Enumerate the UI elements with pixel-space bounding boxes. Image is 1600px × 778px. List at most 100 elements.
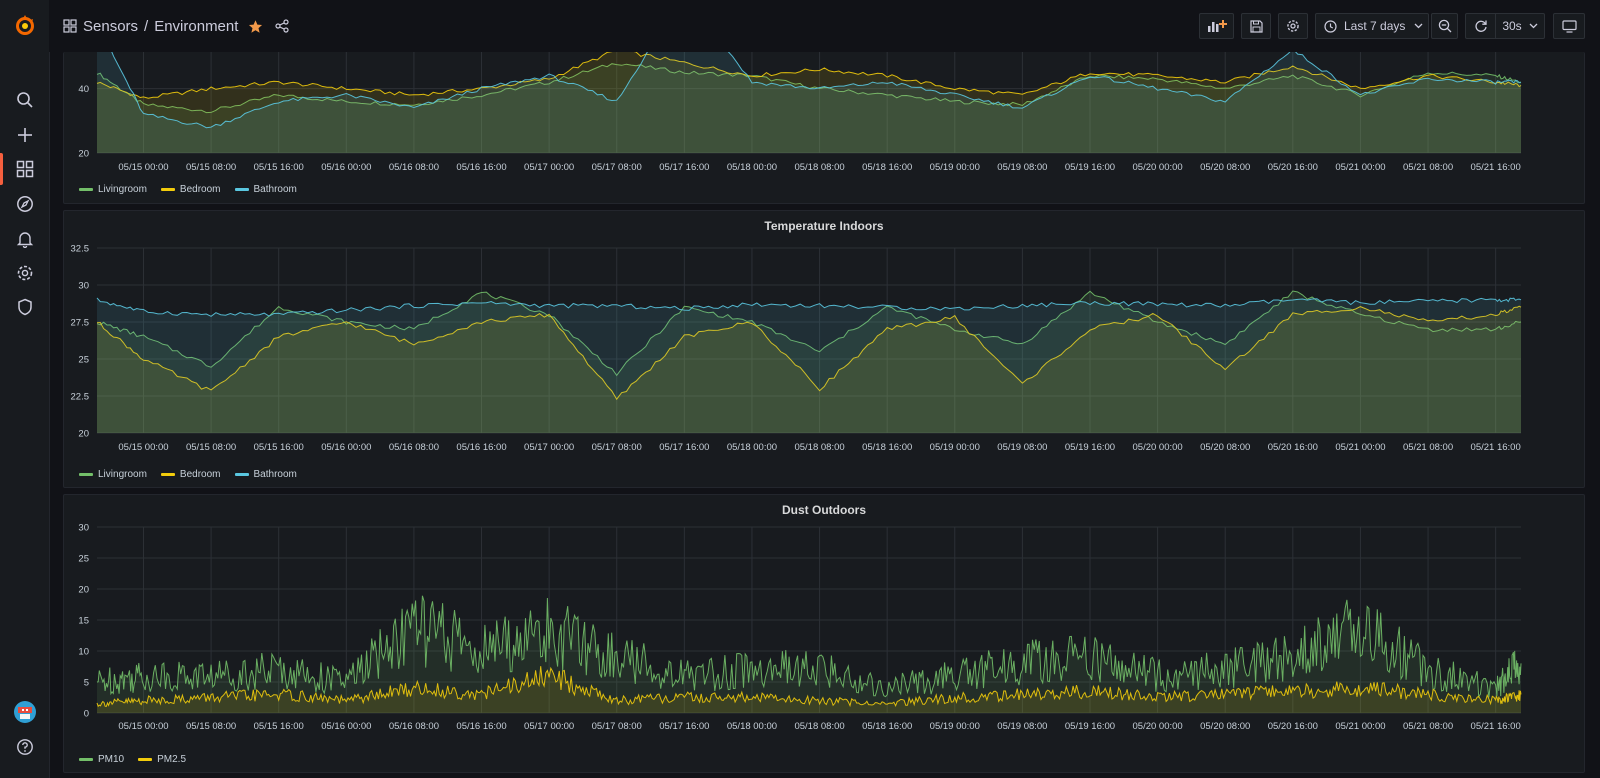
- x-tick-label: 05/16 08:00: [389, 442, 439, 453]
- x-tick-label: 05/18 08:00: [794, 721, 844, 732]
- series-line-bedroom[interactable]: [96, 305, 1522, 401]
- series-line-pm10[interactable]: [96, 595, 1522, 699]
- x-tick-label: 05/15 00:00: [118, 721, 168, 732]
- series-line-pm25[interactable]: [96, 666, 1522, 708]
- add-panel-button[interactable]: [1199, 13, 1234, 39]
- breadcrumb-folder[interactable]: Sensors: [83, 17, 139, 35]
- time-range-picker[interactable]: Last 7 days: [1315, 13, 1429, 39]
- panel-title[interactable]: Temperature Indoors: [764, 219, 884, 233]
- plus-icon[interactable]: [0, 119, 49, 151]
- x-tick-label: 05/17 16:00: [659, 442, 709, 453]
- alerting-bell-icon[interactable]: [0, 223, 49, 255]
- y-tick-label: 27.5: [71, 318, 90, 329]
- x-tick-label: 05/20 00:00: [1133, 721, 1183, 732]
- x-tick-label: 05/17 00:00: [524, 721, 574, 732]
- sidebar: [0, 0, 50, 778]
- avatar[interactable]: [0, 697, 49, 727]
- breadcrumb-dashboard-title[interactable]: Environment: [154, 17, 239, 35]
- grafana-logo-icon[interactable]: [0, 8, 49, 42]
- y-tick-label: 30: [78, 523, 89, 534]
- x-tick-label: 05/19 16:00: [1065, 442, 1115, 453]
- legend-item-bathroom[interactable]: Bathroom: [234, 184, 297, 195]
- series-line-livingroom[interactable]: [96, 63, 1522, 114]
- legend-item-bathroom[interactable]: Bathroom: [234, 469, 297, 480]
- x-tick-label: 05/21 08:00: [1403, 162, 1453, 173]
- y-tick-label: 20: [78, 429, 89, 440]
- x-tick-label: 05/20 08:00: [1200, 442, 1250, 453]
- x-tick-label: 05/16 08:00: [389, 162, 439, 173]
- series-area-bedroom: [97, 306, 1521, 433]
- x-tick-label: 05/19 16:00: [1065, 721, 1115, 732]
- humidity-chart[interactable]: 20 40 05/15 00:00 05/15 08:00 05/15 16:00 05/…: [64, 52, 1586, 204]
- temperature-legend: Livingroom Bedroom Bathroom: [79, 469, 311, 480]
- legend-item-pm25[interactable]: PM2.5: [138, 754, 186, 765]
- x-tick-label: 05/15 00:00: [118, 442, 168, 453]
- series-line-bathroom[interactable]: [97, 52, 1522, 129]
- chevron-down-icon: [1414, 23, 1423, 29]
- y-tick-label: 32.5: [71, 244, 90, 255]
- x-tick-label: 05/17 00:00: [524, 442, 574, 453]
- dust-outdoors-panel[interactable]: Dust Outdoors 0 5 10 15 20 25 30 05/15 00:00 05/…: [63, 494, 1585, 773]
- series-line-bedroom[interactable]: [96, 52, 1522, 99]
- x-tick-label: 05/18 08:00: [794, 162, 844, 173]
- x-tick-label: 05/20 16:00: [1268, 721, 1318, 732]
- dashboards-grid-icon: [63, 19, 77, 33]
- series-line-bathroom[interactable]: [96, 297, 1522, 317]
- series-area-bathroom: [97, 52, 1521, 153]
- explore-compass-icon[interactable]: [0, 188, 49, 220]
- humidity-panel[interactable]: 20 40 05/15 00:00 05/15 08:00 05/15 16:00 05/…: [63, 52, 1585, 204]
- x-tick-label: 05/16 00:00: [321, 721, 371, 732]
- x-tick-label: 05/17 00:00: [524, 162, 574, 173]
- refresh-interval-label: 30s: [1502, 19, 1522, 33]
- x-tick-label: 05/15 16:00: [254, 721, 304, 732]
- refresh-interval-picker[interactable]: 30s: [1495, 13, 1545, 39]
- x-tick-label: 05/15 00:00: [118, 162, 168, 173]
- shield-icon[interactable]: [0, 291, 49, 323]
- breadcrumb: Sensors / Environment: [63, 16, 295, 36]
- dust-chart[interactable]: 0 5 10 15 20 25 30 05/15 00:00 05/15 08:00 05/15 …: [64, 495, 1586, 774]
- legend-item-bedroom[interactable]: Bedroom: [160, 184, 221, 195]
- gear-icon[interactable]: [0, 257, 49, 289]
- x-tick-label: 05/15 08:00: [186, 442, 236, 453]
- x-tick-label: 05/19 00:00: [930, 721, 980, 732]
- legend-item-pm10[interactable]: PM10: [79, 754, 124, 765]
- refresh-button[interactable]: [1465, 13, 1495, 39]
- x-tick-label: 05/16 00:00: [321, 442, 371, 453]
- dashboard-settings-button[interactable]: [1278, 13, 1308, 39]
- temperature-chart[interactable]: 20 22.5 25 27.5 30 32.5 05/15 00:00 05/15 08:00…: [64, 211, 1586, 489]
- y-tick-label: 10: [78, 647, 89, 658]
- temperature-indoors-panel[interactable]: Temperature Indoors 20 22.5 25 27.5 30 32.5 05…: [63, 210, 1585, 488]
- x-tick-label: 05/16 16:00: [456, 442, 506, 453]
- zoom-out-button[interactable]: [1431, 13, 1458, 39]
- grid: [97, 526, 1521, 714]
- y-tick-label: 30: [78, 281, 89, 292]
- x-tick-label: 05/19 08:00: [997, 721, 1047, 732]
- y-tick-label: 25: [78, 355, 89, 366]
- legend-item-livingroom[interactable]: Livingroom: [79, 184, 147, 195]
- x-tick-label: 05/18 16:00: [862, 162, 912, 173]
- search-icon[interactable]: [0, 84, 49, 116]
- legend-item-livingroom[interactable]: Livingroom: [79, 469, 147, 480]
- share-icon[interactable]: [275, 19, 290, 33]
- x-tick-label: 05/20 08:00: [1200, 162, 1250, 173]
- x-tick-label: 05/20 16:00: [1268, 442, 1318, 453]
- grid: [97, 247, 1521, 434]
- x-tick-label: 05/18 00:00: [727, 442, 777, 453]
- y-tick-label: 22.5: [71, 392, 90, 403]
- x-tick-label: 05/20 16:00: [1268, 162, 1318, 173]
- y-tick-label: 20: [78, 149, 89, 160]
- help-icon[interactable]: [0, 731, 49, 763]
- legend-item-bedroom[interactable]: Bedroom: [160, 469, 221, 480]
- x-tick-label: 05/18 00:00: [727, 162, 777, 173]
- tv-mode-button[interactable]: [1553, 13, 1585, 39]
- y-tick-label: 20: [78, 585, 89, 596]
- y-tick-label: 25: [78, 554, 89, 565]
- save-dashboard-button[interactable]: [1241, 13, 1271, 39]
- series-line-livingroom[interactable]: [96, 290, 1522, 377]
- x-tick-label: 05/16 16:00: [456, 721, 506, 732]
- star-icon[interactable]: [248, 19, 263, 34]
- dashboards-icon[interactable]: [0, 153, 49, 185]
- humidity-legend: Livingroom Bedroom Bathroom: [79, 184, 311, 195]
- x-tick-label: 05/18 00:00: [727, 721, 777, 732]
- panel-title[interactable]: Dust Outdoors: [782, 503, 866, 517]
